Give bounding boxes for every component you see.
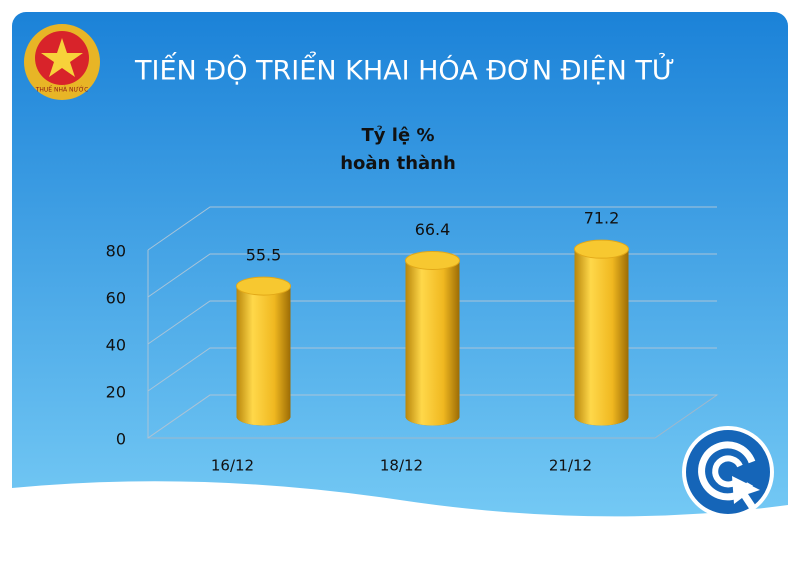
bar-top (236, 276, 291, 296)
grid-line (147, 300, 717, 345)
grid-line (147, 206, 717, 251)
bar-body (574, 249, 629, 417)
y-tick-label: 40 (106, 336, 126, 355)
grid-line (147, 394, 717, 439)
bar (236, 276, 291, 426)
bottom-wave (12, 481, 788, 562)
y-tick-label: 60 (106, 289, 126, 308)
logo-text: THUẾ NHÀ NƯỚC (35, 86, 89, 94)
bar-bottom-front (236, 407, 291, 426)
chart-title: hoàn thành (340, 153, 456, 174)
bar (405, 250, 460, 426)
web-icon (682, 426, 774, 518)
chart-title: Tỷ lệ % (362, 125, 435, 146)
bar-bottom-front (574, 407, 629, 426)
bar-bottom-front (405, 407, 460, 426)
y-tick-label: 0 (116, 430, 126, 449)
x-tick-label: 16/12 (211, 457, 254, 475)
grid-line (147, 347, 717, 392)
bar-top (405, 250, 460, 270)
value-label: 71.2 (584, 209, 620, 228)
y-tick-label: 20 (106, 383, 126, 402)
y-tick-label: 80 (106, 242, 126, 261)
value-label: 66.4 (415, 220, 451, 239)
x-tick-label: 21/12 (549, 457, 592, 475)
slide-title: TIẾN ĐỘ TRIỂN KHAI HÓA ĐƠN ĐIỆN TỬ (134, 52, 675, 87)
bar-body (236, 286, 291, 417)
bar-top (574, 239, 629, 259)
value-label: 55.5 (246, 246, 282, 265)
bar-body (405, 260, 460, 417)
logo: THUẾ NHÀ NƯỚC (24, 24, 100, 100)
x-tick-label: 18/12 (380, 457, 423, 475)
bar (574, 239, 629, 426)
grid-line (147, 253, 717, 298)
